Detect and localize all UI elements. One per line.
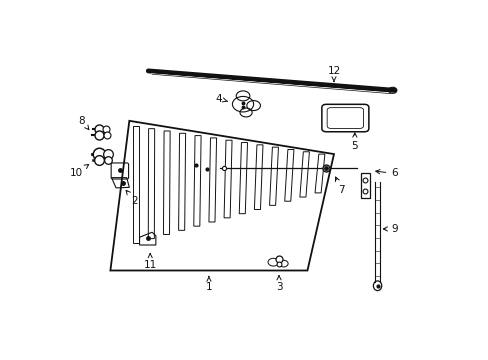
Text: 6: 6 [375,168,397,179]
Text: 10: 10 [70,165,88,179]
Text: 3: 3 [275,276,282,292]
Text: 11: 11 [143,253,157,270]
Text: 12: 12 [326,66,340,81]
Text: 5: 5 [351,133,357,151]
Text: 4: 4 [215,94,227,104]
Text: 2: 2 [126,190,138,206]
Bar [360,174,369,198]
Text: 7: 7 [335,177,344,195]
Text: 8: 8 [79,116,89,130]
Text: 9: 9 [383,224,397,234]
Text: 1: 1 [205,276,212,292]
